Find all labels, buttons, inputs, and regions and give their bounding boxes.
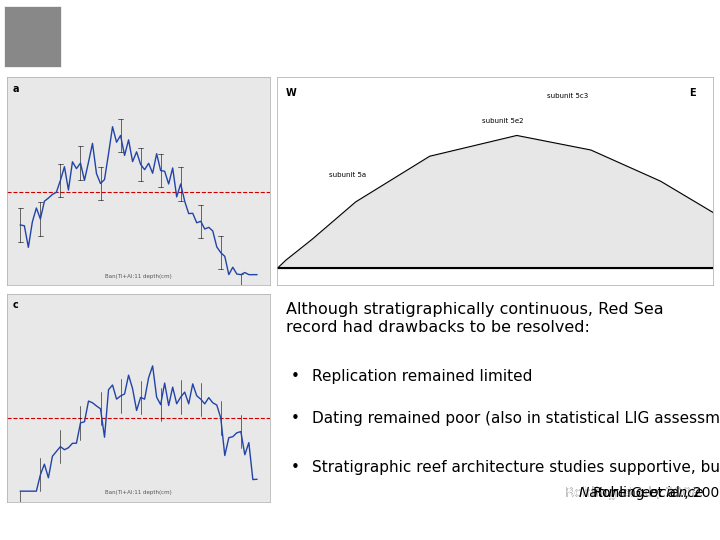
Text: Intra-LIG variability: Intra-LIG variability bbox=[254, 18, 653, 52]
Text: subunit 5a: subunit 5a bbox=[330, 172, 366, 178]
Text: Rohling et al., 2008: Rohling et al., 2008 bbox=[564, 485, 704, 500]
Text: University: University bbox=[68, 48, 111, 57]
Text: Ban(Ti+Al:11 depth(cm): Ban(Ti+Al:11 depth(cm) bbox=[105, 490, 172, 495]
Text: Rohling et al., 2008: Rohling et al., 2008 bbox=[564, 485, 703, 500]
Text: Ban(Ti+Al:11 depth(cm): Ban(Ti+Al:11 depth(cm) bbox=[105, 274, 172, 279]
Text: Australian: Australian bbox=[68, 16, 111, 25]
Text: subunit 5e2: subunit 5e2 bbox=[482, 118, 523, 124]
Text: •: • bbox=[290, 369, 299, 384]
Text: Dating remained poor (also in statistical LIG assessments): Dating remained poor (also in statistica… bbox=[312, 411, 720, 427]
Text: Rohling et al., 2008: Rohling et al., 2008 bbox=[564, 485, 704, 500]
Text: W: W bbox=[286, 87, 297, 98]
Text: •: • bbox=[290, 411, 299, 427]
Text: Although stratigraphically continuous, Red Sea record had drawbacks to be resolv: Although stratigraphically continuous, R… bbox=[286, 302, 664, 335]
Text: 3: 3 bbox=[352, 515, 368, 535]
Text: National: National bbox=[68, 32, 104, 41]
Text: Rohling et al., 2008: Rohling et al., 2008 bbox=[593, 485, 720, 500]
Text: a: a bbox=[12, 84, 19, 93]
Text: E: E bbox=[689, 87, 696, 98]
Text: •: • bbox=[290, 460, 299, 475]
Text: Replication remained limited: Replication remained limited bbox=[312, 369, 532, 384]
Text: Nature Geocience: Nature Geocience bbox=[579, 485, 703, 500]
Text: subunit 5c3: subunit 5c3 bbox=[547, 93, 588, 99]
Text: c: c bbox=[12, 300, 18, 310]
Text: Stratigraphic reef architecture studies supportive, but altered, and thus not pr: Stratigraphic reef architecture studies … bbox=[312, 460, 720, 475]
Bar bbox=[4, 6, 61, 67]
